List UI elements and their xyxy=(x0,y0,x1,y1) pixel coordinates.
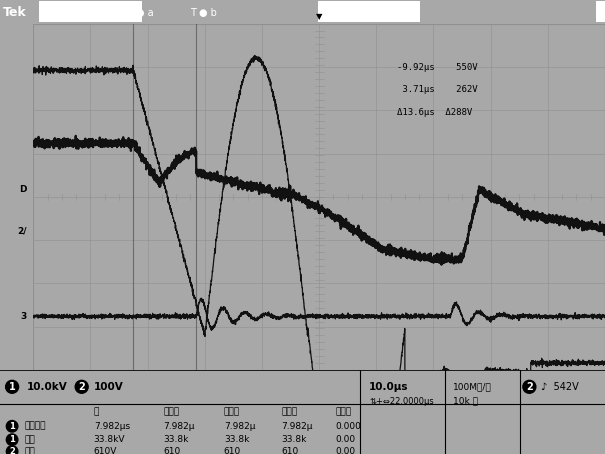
Text: 0.000: 0.000 xyxy=(336,422,362,431)
Text: 2/: 2/ xyxy=(17,227,27,236)
Text: 2: 2 xyxy=(78,382,85,392)
Text: 7.982μs: 7.982μs xyxy=(94,422,130,431)
Text: Tek: Tek xyxy=(3,6,27,20)
Text: 3.71μs    262V: 3.71μs 262V xyxy=(397,85,477,94)
Text: 100M次/秒: 100M次/秒 xyxy=(453,382,491,391)
Text: 1: 1 xyxy=(8,382,16,392)
Text: 610: 610 xyxy=(281,447,299,454)
Text: 100V: 100V xyxy=(94,382,123,392)
Text: 値: 値 xyxy=(94,408,99,416)
Text: 610: 610 xyxy=(224,447,241,454)
Bar xyxy=(318,1,420,22)
Text: 最大: 最大 xyxy=(24,447,35,454)
Text: ● a: ● a xyxy=(136,8,154,18)
Text: 33.8kV: 33.8kV xyxy=(94,435,125,444)
Text: 610: 610 xyxy=(163,447,181,454)
Text: 3: 3 xyxy=(20,312,27,321)
Text: Δ13.6μs  Δ288V: Δ13.6μs Δ288V xyxy=(397,108,472,117)
Text: 7.982μ: 7.982μ xyxy=(224,422,255,431)
Text: 33.8k: 33.8k xyxy=(281,435,307,444)
Text: 2: 2 xyxy=(526,382,533,392)
Text: 7.982μ: 7.982μ xyxy=(281,422,313,431)
Text: 最小値: 最小値 xyxy=(224,408,240,416)
Text: 最大: 最大 xyxy=(24,435,35,444)
Text: ▼: ▼ xyxy=(316,12,322,21)
Text: 0.00: 0.00 xyxy=(336,447,356,454)
Text: 10k 点: 10k 点 xyxy=(453,397,477,405)
Text: 平均値: 平均値 xyxy=(163,408,180,416)
Text: ⇅+⇔22.0000μs: ⇅+⇔22.0000μs xyxy=(369,397,434,405)
Text: 2: 2 xyxy=(9,447,15,454)
Text: ♪  542V: ♪ 542V xyxy=(541,382,579,392)
Text: T ● b: T ● b xyxy=(190,8,217,18)
Text: 7.982μ: 7.982μ xyxy=(163,422,195,431)
Bar xyxy=(39,1,142,22)
Text: 33.8k: 33.8k xyxy=(224,435,249,444)
Text: 1: 1 xyxy=(9,435,15,444)
Text: 10.0kV: 10.0kV xyxy=(27,382,68,392)
Text: 610V: 610V xyxy=(94,447,117,454)
Text: 1: 1 xyxy=(9,422,15,431)
Text: -9.92μs    550V: -9.92μs 550V xyxy=(397,63,477,72)
Text: D: D xyxy=(19,185,27,194)
Text: 上升时间: 上升时间 xyxy=(24,422,46,431)
Text: 标准差: 标准差 xyxy=(336,408,352,416)
Text: 10.0μs: 10.0μs xyxy=(369,382,408,392)
Text: 最大値: 最大値 xyxy=(281,408,298,416)
Text: 33.8k: 33.8k xyxy=(163,435,189,444)
Text: 0.00: 0.00 xyxy=(336,435,356,444)
Bar xyxy=(596,1,605,22)
